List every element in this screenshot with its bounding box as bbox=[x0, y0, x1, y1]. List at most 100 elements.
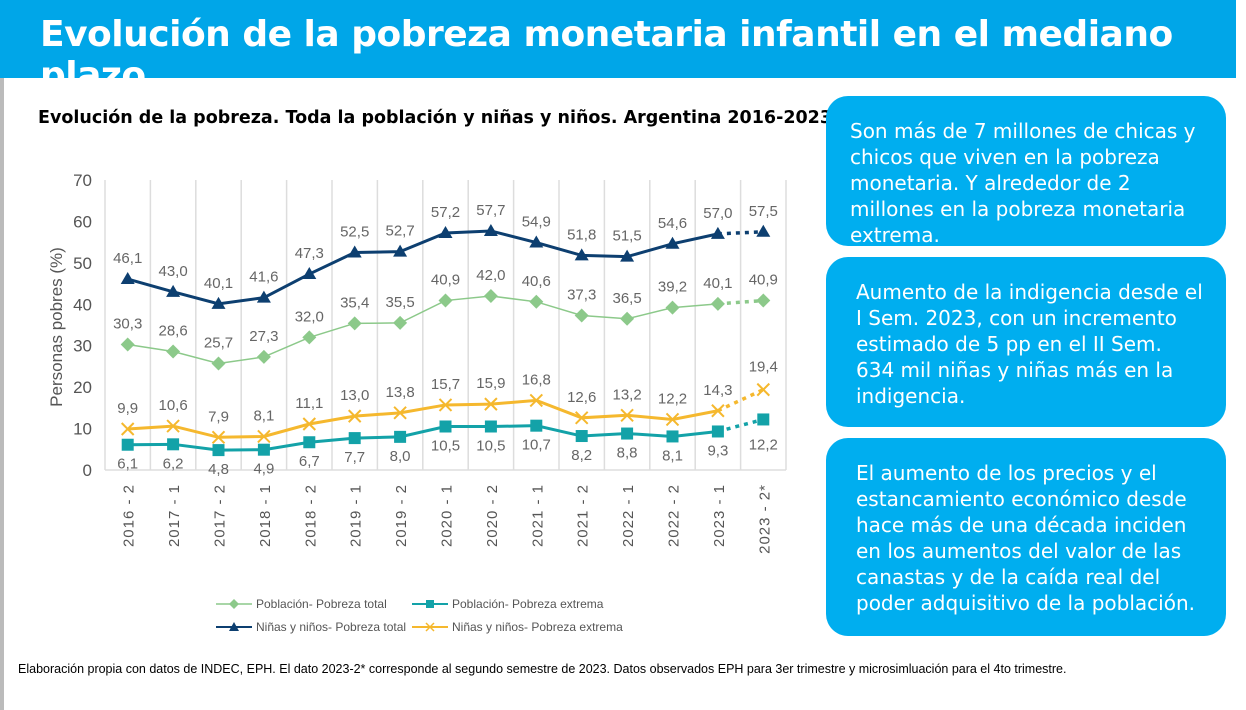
legend-swatch-3 bbox=[410, 620, 450, 634]
x-marker bbox=[620, 408, 634, 423]
x-marker bbox=[665, 412, 680, 427]
data-label: 25,7 bbox=[204, 335, 233, 352]
series-line bbox=[127, 424, 719, 452]
diamond-marker bbox=[347, 316, 362, 331]
left-edge bbox=[0, 78, 4, 710]
y-tick-label: 20 bbox=[73, 378, 92, 397]
data-label: 16,8 bbox=[522, 371, 551, 388]
diamond-marker bbox=[483, 289, 498, 303]
square-marker bbox=[666, 430, 679, 443]
square-marker bbox=[621, 427, 634, 440]
data-label: 32,0 bbox=[295, 308, 324, 325]
triangle-marker bbox=[393, 244, 408, 257]
legend-label: Niñas y niños- Pobreza extrema bbox=[452, 620, 623, 634]
triangle-marker bbox=[347, 245, 362, 258]
diamond-marker bbox=[529, 294, 544, 309]
x-tick-label: 2020 - 1 bbox=[439, 484, 456, 547]
y-tick-label: 30 bbox=[73, 337, 92, 356]
x-tick-label: 2019 - 1 bbox=[348, 484, 365, 547]
x-tick-label: 2019 - 2 bbox=[393, 484, 410, 547]
x-marker bbox=[574, 411, 589, 425]
info-box-millions: Son más de 7 millones de chicas y chicos… bbox=[826, 96, 1226, 247]
data-label: 57,2 bbox=[431, 204, 460, 221]
y-axis-label: Personas pobres (%) bbox=[47, 247, 66, 407]
data-label: 19,4 bbox=[749, 359, 778, 376]
x-tick-label: 2021 - 1 bbox=[529, 484, 546, 547]
chart-title: Evolución de la pobreza. Toda la poblaci… bbox=[38, 108, 833, 128]
data-label: 10,7 bbox=[522, 437, 551, 454]
square-marker bbox=[212, 444, 225, 457]
info-text: El aumento de los precios y el estancami… bbox=[856, 461, 1195, 615]
series-line bbox=[127, 398, 719, 439]
square-marker bbox=[394, 430, 407, 443]
data-label: 10,5 bbox=[476, 438, 505, 455]
data-label: 40,6 bbox=[522, 273, 551, 290]
data-label: 6,2 bbox=[163, 455, 184, 472]
x-tick-label: 2016 - 2 bbox=[121, 484, 138, 547]
data-label: 40,1 bbox=[204, 275, 233, 292]
data-label: 41,6 bbox=[249, 269, 278, 286]
triangle-marker bbox=[483, 223, 498, 236]
square-marker bbox=[348, 432, 361, 445]
data-label: 12,2 bbox=[749, 436, 778, 453]
square-marker bbox=[757, 413, 770, 426]
square-marker bbox=[303, 436, 316, 449]
diamond-marker bbox=[166, 344, 181, 359]
data-label: 8,8 bbox=[617, 445, 638, 462]
series-line bbox=[127, 229, 719, 306]
triangle-marker bbox=[620, 249, 635, 262]
y-tick-label: 70 bbox=[73, 171, 92, 190]
triangle-marker bbox=[574, 248, 589, 261]
legend-swatch-2 bbox=[214, 620, 254, 634]
square-marker bbox=[439, 420, 452, 433]
data-label: 8,1 bbox=[662, 447, 683, 464]
data-label: 35,5 bbox=[385, 294, 414, 311]
data-label: 9,3 bbox=[707, 442, 728, 459]
series-projection-line bbox=[717, 417, 764, 434]
data-label: 43,0 bbox=[158, 263, 187, 280]
y-tick-label: 40 bbox=[73, 295, 92, 314]
diamond-marker bbox=[256, 349, 271, 364]
data-label: 4,8 bbox=[208, 461, 229, 478]
triangle-marker bbox=[256, 290, 271, 303]
data-label: 13,8 bbox=[385, 384, 414, 401]
data-label: 57,5 bbox=[749, 203, 778, 220]
legend-label: Población- Pobreza extrema bbox=[452, 597, 604, 611]
data-label: 4,9 bbox=[253, 461, 274, 478]
legend-item-1: Población- Pobreza extrema bbox=[410, 597, 603, 611]
data-label: 11,1 bbox=[295, 395, 323, 412]
x-tick-label: 2022 - 1 bbox=[620, 484, 637, 547]
data-label: 57,0 bbox=[703, 205, 732, 222]
info-box-indigence: Aumento de la indigencia desde el I Sem.… bbox=[826, 257, 1226, 427]
data-label: 52,5 bbox=[340, 224, 369, 241]
page-title: Evolución de la pobreza monetaria infant… bbox=[40, 14, 1173, 96]
x-tick-label: 2023 - 2* bbox=[756, 484, 773, 554]
diamond-marker bbox=[302, 330, 317, 345]
data-label: 42,0 bbox=[476, 267, 505, 284]
triangle-marker bbox=[665, 236, 680, 249]
data-label: 10,5 bbox=[431, 438, 460, 455]
data-label: 12,2 bbox=[658, 390, 687, 407]
data-label: 30,3 bbox=[113, 315, 142, 332]
x-tick-label: 2021 - 2 bbox=[575, 484, 592, 547]
square-marker bbox=[711, 425, 724, 438]
legend-swatch-1 bbox=[410, 597, 450, 611]
triangle-marker bbox=[120, 272, 135, 285]
x-tick-label: 2020 - 2 bbox=[484, 484, 501, 547]
y-tick-label: 10 bbox=[73, 420, 92, 439]
x-marker bbox=[393, 406, 407, 420]
data-label: 13,0 bbox=[340, 387, 369, 404]
legend-item-0: Población- Pobreza total bbox=[214, 597, 387, 611]
triangle-marker bbox=[166, 284, 181, 297]
x-marker bbox=[438, 398, 453, 412]
data-label: 28,6 bbox=[158, 323, 187, 340]
series-projection-line bbox=[717, 298, 764, 306]
triangle-marker bbox=[438, 226, 453, 239]
x-marker bbox=[484, 397, 498, 411]
y-tick-label: 60 bbox=[73, 212, 92, 231]
x-marker bbox=[257, 429, 271, 444]
data-label: 10,6 bbox=[158, 397, 187, 414]
legend-label: Población- Pobreza total bbox=[256, 597, 387, 611]
data-label: 51,5 bbox=[612, 228, 641, 245]
data-label: 6,7 bbox=[299, 453, 320, 470]
